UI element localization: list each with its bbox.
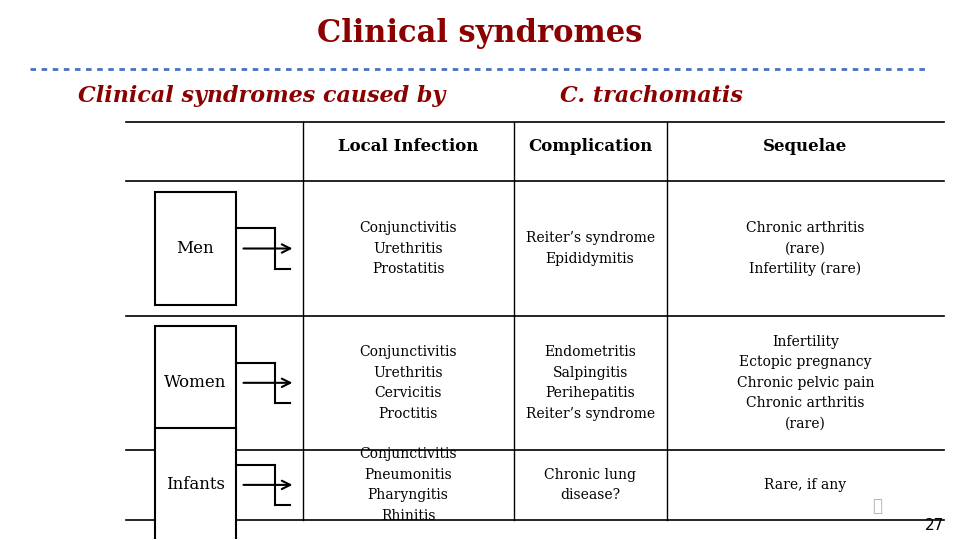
- Text: Men: Men: [177, 240, 214, 257]
- Text: Infants: Infants: [166, 476, 225, 494]
- Text: Local Infection: Local Infection: [338, 138, 478, 155]
- Text: C. trachomatis: C. trachomatis: [561, 85, 743, 107]
- Text: Clinical syndromes: Clinical syndromes: [318, 17, 642, 49]
- Text: 27: 27: [925, 518, 945, 533]
- Text: Complication: Complication: [528, 138, 652, 155]
- Text: Conjunctivitis
Urethritis
Prostatitis: Conjunctivitis Urethritis Prostatitis: [359, 221, 457, 276]
- Text: Women: Women: [164, 374, 227, 392]
- Text: Endometritis
Salpingitis
Perihepatitis
Reiter’s syndrome: Endometritis Salpingitis Perihepatitis R…: [525, 345, 655, 421]
- Text: Rare, if any: Rare, if any: [764, 478, 847, 492]
- Text: Conjunctivitis
Pneumonitis
Pharyngitis
Rhinitis: Conjunctivitis Pneumonitis Pharyngitis R…: [359, 447, 457, 523]
- Text: Sequelae: Sequelae: [763, 138, 848, 155]
- Text: 🔈: 🔈: [873, 497, 882, 515]
- FancyBboxPatch shape: [155, 192, 236, 305]
- FancyBboxPatch shape: [155, 326, 236, 439]
- Text: Reiter’s syndrome
Epididymitis: Reiter’s syndrome Epididymitis: [525, 231, 655, 266]
- Text: Chronic lung
disease?: Chronic lung disease?: [544, 468, 636, 502]
- Text: Infertility
Ectopic pregnancy
Chronic pelvic pain
Chronic arthritis
(rare): Infertility Ectopic pregnancy Chronic pe…: [736, 335, 875, 431]
- Text: Clinical syndromes caused by: Clinical syndromes caused by: [78, 85, 453, 107]
- FancyBboxPatch shape: [155, 428, 236, 540]
- Text: Conjunctivitis
Urethritis
Cervicitis
Proctitis: Conjunctivitis Urethritis Cervicitis Pro…: [359, 345, 457, 421]
- Text: Chronic arthritis
(rare)
Infertility (rare): Chronic arthritis (rare) Infertility (ra…: [746, 221, 865, 276]
